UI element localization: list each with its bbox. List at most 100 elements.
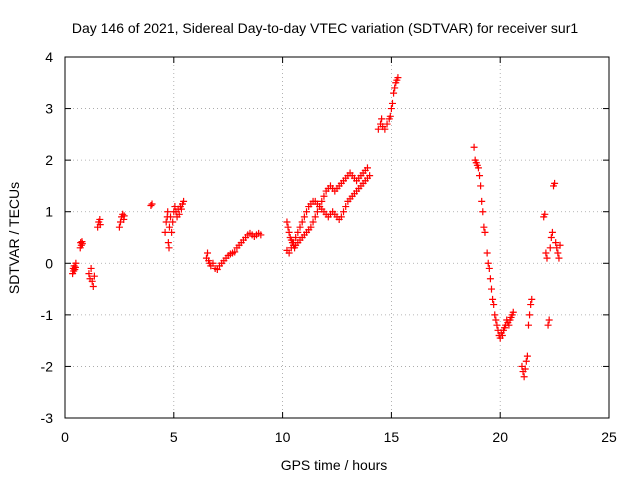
data-point <box>505 321 513 329</box>
data-point <box>311 213 319 221</box>
data-point <box>363 164 371 172</box>
data-point <box>484 259 492 267</box>
data-point <box>479 208 487 216</box>
data-point <box>554 249 562 257</box>
data-point <box>487 285 495 293</box>
chart-title: Day 146 of 2021, Sidereal Day-to-day VTE… <box>72 20 578 36</box>
data-point <box>88 277 96 285</box>
data-point <box>547 234 555 241</box>
data-point <box>470 143 478 151</box>
data-point <box>285 228 293 236</box>
x-tick-label: 25 <box>601 429 617 445</box>
data-point <box>366 172 374 180</box>
data-point <box>386 112 394 120</box>
data-point <box>294 228 302 236</box>
data-point <box>485 264 493 272</box>
data-point <box>175 210 183 218</box>
data-point <box>486 275 494 283</box>
data-point <box>493 321 501 329</box>
x-tick-label: 10 <box>275 429 291 445</box>
data-point <box>257 231 265 239</box>
data-point <box>180 197 188 205</box>
data-point <box>298 218 306 226</box>
data-point <box>526 311 534 319</box>
data-point <box>381 125 389 133</box>
data-point <box>383 120 391 128</box>
data-point <box>209 259 217 267</box>
data-point <box>523 352 531 360</box>
data-point <box>284 223 292 231</box>
data-point <box>287 244 295 252</box>
data-point <box>296 223 304 231</box>
data-point <box>521 365 529 373</box>
data-point <box>120 212 128 220</box>
data-point <box>213 265 221 273</box>
data-point <box>489 295 497 303</box>
data-point <box>528 295 536 303</box>
data-point <box>551 179 559 187</box>
data-point <box>77 241 85 249</box>
y-tick-label: 2 <box>45 152 53 168</box>
data-point <box>90 272 98 280</box>
data-point <box>388 99 396 107</box>
data-point <box>546 244 554 252</box>
data-point <box>89 282 97 290</box>
data-point <box>162 218 170 226</box>
data-point <box>119 210 127 218</box>
data-point <box>289 239 297 247</box>
data-point <box>85 270 93 278</box>
data-point <box>544 321 552 329</box>
data-point <box>555 254 563 262</box>
data-point <box>387 105 395 113</box>
y-tick-label: -2 <box>41 358 54 374</box>
data-point <box>307 223 315 231</box>
data-point <box>313 208 321 216</box>
y-tick-label: 0 <box>45 255 53 271</box>
data-point <box>394 74 402 82</box>
data-point <box>483 249 491 257</box>
y-tick-label: 1 <box>45 204 53 220</box>
data-point <box>177 205 185 213</box>
data-point <box>509 308 517 316</box>
data-point <box>552 239 560 247</box>
data-point <box>72 259 80 267</box>
data-point <box>148 200 156 208</box>
x-tick-label: 5 <box>170 429 178 445</box>
y-tick-label: 3 <box>45 101 53 117</box>
data-point <box>390 89 398 97</box>
data-point <box>292 234 300 241</box>
data-point <box>477 182 485 190</box>
x-axis-tick-labels: 0 5 10 15 20 25 <box>61 429 617 445</box>
data-point <box>490 301 498 309</box>
plot-frame <box>64 56 610 419</box>
data-point <box>476 172 484 180</box>
data-point <box>522 357 530 365</box>
x-tick-label: 15 <box>384 429 400 445</box>
data-point <box>492 316 500 324</box>
data-point <box>285 249 293 257</box>
data-point <box>474 164 482 172</box>
data-point <box>498 331 506 339</box>
data-point <box>520 373 528 381</box>
data-point <box>337 213 345 221</box>
data-point <box>309 218 317 226</box>
data-point <box>342 203 350 211</box>
x-tick-label: 20 <box>492 429 508 445</box>
y-axis-tick-labels: -3 -2 -1 0 1 2 3 4 <box>41 49 54 426</box>
data-point <box>147 202 155 210</box>
data-point <box>527 301 535 309</box>
data-point <box>556 241 564 249</box>
data-point <box>491 311 499 319</box>
data-point <box>168 228 176 236</box>
y-tick-label: 4 <box>45 49 53 65</box>
data-point <box>204 249 212 257</box>
data-point <box>115 223 123 231</box>
data-point <box>548 228 556 236</box>
y-axis-title: SDTVAR / TECUs <box>6 182 22 294</box>
data-point <box>541 210 549 218</box>
data-point <box>481 228 489 236</box>
data-point <box>374 125 382 133</box>
data-point <box>165 223 173 231</box>
